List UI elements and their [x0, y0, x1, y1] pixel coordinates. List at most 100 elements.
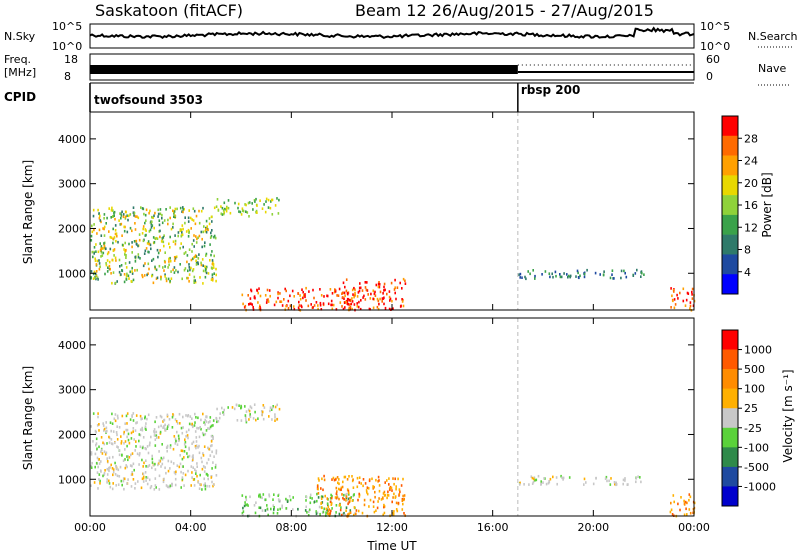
echo-cell	[683, 513, 686, 517]
noise-left-tick-top: 10^5	[52, 20, 82, 33]
echo-cell	[183, 252, 186, 255]
echo-cell	[671, 513, 674, 516]
echo-cell	[379, 290, 382, 294]
echo-cell	[203, 445, 206, 448]
echo-cell	[362, 478, 365, 481]
echo-cell	[174, 214, 176, 217]
echo-cell	[341, 292, 343, 295]
echo-cell	[176, 464, 179, 467]
echo-cell	[353, 295, 355, 299]
echo-cell	[383, 503, 385, 507]
echo-cell	[161, 237, 164, 240]
echo-cell	[108, 264, 111, 268]
echo-cell	[127, 432, 130, 436]
echo-cell	[209, 420, 211, 423]
echo-cell	[108, 230, 110, 233]
echo-cell	[191, 218, 193, 221]
echo-cell	[153, 488, 156, 491]
echo-cell	[358, 481, 361, 484]
colorbar-block	[722, 408, 738, 429]
echo-cell	[168, 418, 171, 421]
echo-cell	[121, 414, 124, 418]
echo-cell	[279, 499, 281, 503]
echo-cell	[190, 465, 193, 468]
echo-cell	[186, 276, 188, 280]
echo-cell	[627, 483, 629, 486]
echo-cell	[537, 474, 540, 478]
echo-cell	[343, 511, 345, 515]
echo-cell	[242, 513, 244, 517]
echo-cell	[157, 251, 160, 255]
echo-cell	[106, 216, 108, 220]
echo-cell	[345, 278, 348, 281]
echo-cell	[378, 489, 381, 493]
echo-cell	[126, 482, 128, 485]
echo-cell	[145, 479, 147, 482]
echo-cell	[330, 303, 332, 307]
echo-cell	[559, 273, 561, 276]
echo-cell	[92, 272, 95, 276]
echo-cell	[114, 461, 116, 465]
echo-cell	[349, 511, 352, 514]
echo-cell	[376, 305, 379, 309]
echo-cell	[131, 241, 133, 244]
x-tick-label: 04:00	[175, 521, 207, 534]
echo-cell	[330, 493, 332, 497]
echo-cell	[344, 294, 346, 298]
echo-cell	[117, 483, 120, 486]
echo-cell	[193, 279, 195, 282]
echo-cell	[196, 462, 198, 465]
echo-cell	[259, 506, 262, 510]
echo-cell	[158, 219, 161, 222]
echo-cell	[599, 273, 601, 276]
echo-cell	[361, 289, 364, 292]
echo-cell	[639, 476, 641, 479]
echo-cell	[103, 244, 106, 248]
echo-cell	[335, 496, 338, 500]
echo-cell	[567, 275, 569, 279]
echo-cell	[198, 234, 201, 238]
echo-cell	[352, 478, 354, 481]
echo-cell	[372, 485, 374, 488]
echo-cell	[168, 257, 170, 261]
echo-cell	[184, 251, 187, 254]
echo-cell	[255, 501, 257, 504]
echo-cell	[106, 467, 109, 471]
echo-cell	[216, 407, 218, 411]
echo-cell	[354, 291, 356, 295]
echo-cell	[127, 438, 130, 442]
echo-cell	[332, 476, 335, 480]
echo-cell	[127, 455, 129, 458]
echo-cell	[106, 473, 109, 476]
echo-cell	[155, 434, 158, 437]
echo-cell	[267, 513, 269, 517]
echo-cell	[154, 477, 157, 480]
echo-cell	[223, 408, 225, 412]
echo-cell	[535, 478, 538, 482]
echo-cell	[125, 464, 127, 467]
echo-cell	[391, 500, 393, 504]
echo-cell	[268, 494, 271, 498]
echo-cell	[233, 407, 236, 411]
echo-cell	[255, 197, 257, 201]
echo-cell	[205, 420, 208, 423]
echo-cell	[227, 199, 230, 202]
echo-cell	[323, 474, 325, 478]
echo-cell	[102, 422, 104, 425]
echo-cell	[334, 288, 336, 291]
echo-cell	[344, 306, 346, 309]
echo-cell	[105, 222, 107, 225]
echo-cell	[181, 476, 184, 479]
echo-cell	[206, 484, 208, 488]
echo-cell	[519, 272, 522, 276]
echo-cell	[518, 273, 520, 276]
echo-cell	[181, 277, 183, 281]
echo-cell	[403, 494, 406, 497]
echo-cell	[583, 272, 586, 276]
echo-cell	[200, 230, 203, 234]
echo-cell	[669, 510, 672, 514]
echo-cell	[583, 483, 585, 486]
echo-cell	[173, 271, 176, 274]
echo-cell	[98, 262, 101, 265]
